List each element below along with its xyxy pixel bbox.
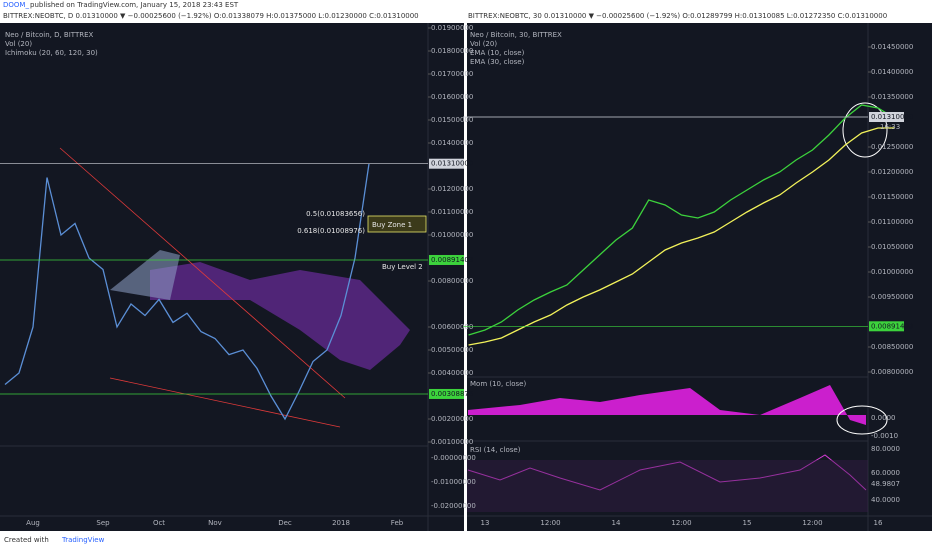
y-tick-label: 0.01200000: [871, 168, 913, 176]
x-tick-label: Nov: [208, 519, 222, 527]
pane-tick-label: 48.9807: [871, 480, 900, 488]
pane-tick-label: 80.0000: [871, 445, 900, 453]
y-tick-label: 0.00850000: [871, 343, 913, 351]
x-tick-label: 2018: [332, 519, 350, 527]
y-tick-label: 0.01400000: [431, 139, 473, 147]
legend-entry: Vol (20): [470, 40, 497, 48]
annotation: Buy Zone 1: [372, 221, 412, 229]
y-tick-label: 0.01200000: [431, 185, 473, 193]
y-tick-label: 0.01800000: [431, 47, 473, 55]
x-tick-label: Feb: [391, 519, 404, 527]
y-tick-label: 0.00400000: [431, 369, 473, 377]
published: published on TradingView.com, January 15…: [30, 1, 239, 9]
x-tick-label: 12:00: [802, 519, 822, 527]
price-level-label: 0.01310000: [431, 160, 473, 168]
y-tick-label: 0.01100000: [871, 218, 913, 226]
pane-tick-label: -0.02000000: [431, 502, 476, 510]
price-level-label: 0.00308876: [431, 390, 474, 398]
pane-tick-label: 0.0000: [871, 414, 896, 422]
pane-tick-label: 40.0000: [871, 496, 900, 504]
rsi-line: [467, 454, 867, 491]
pane-tick-label: 60.0000: [871, 469, 900, 477]
doodle-circle: [842, 102, 888, 158]
price-level-box: [429, 388, 464, 399]
y-tick-label: 0.00100000: [431, 438, 473, 446]
right-panel: [467, 23, 932, 531]
pane-tick-label: -0.01000000: [431, 478, 476, 486]
y-tick-label: 0.00800000: [431, 277, 473, 285]
pane-tick-label: -0.00000000: [431, 454, 476, 462]
y-tick-label: 0.00950000: [871, 293, 913, 301]
pane-label: RSI (14, close): [470, 446, 521, 454]
y-tick-label: 0.01450000: [871, 43, 913, 51]
y-tick-label: 0.01250000: [871, 143, 913, 151]
y-tick-label: 0.00200000: [431, 415, 473, 423]
y-tick-label: 0.01700000: [431, 70, 473, 78]
legend-entry: Vol (20): [5, 40, 32, 48]
price-line: [4, 163, 370, 421]
legend-entry: EMA (30, close): [470, 58, 525, 66]
momentum-area: [468, 385, 866, 425]
ichimoku-cloud: [150, 262, 410, 370]
y-tick-label: 0.01150000: [871, 193, 913, 201]
legend-title: Neo / Bitcoin, 30, BITTREX: [470, 31, 562, 39]
rsi-band: [467, 460, 868, 512]
x-tick-label: Aug: [26, 519, 40, 527]
y-tick-label: 0.01050000: [871, 243, 913, 251]
annotation: 0.618(0.01008976): [297, 227, 365, 235]
footer-brand[interactable]: TradingView: [61, 536, 105, 544]
legend-entry: EMA (10, close): [470, 49, 525, 57]
y-tick-label: 0.01400000: [871, 68, 913, 76]
y-tick-label: 0.01900000: [431, 24, 473, 32]
x-tick-label: 13: [481, 519, 490, 527]
price-level-label: 0.00891403: [431, 256, 473, 264]
countdown: 16:33: [880, 123, 900, 131]
price-level-label: 0.01310000: [871, 113, 913, 121]
price-level-box: [429, 158, 464, 169]
annotation: Buy Level 2: [382, 263, 423, 271]
ichimoku-cloud: [110, 250, 180, 300]
author[interactable]: DOOM_: [3, 1, 29, 9]
trend-line: [109, 377, 341, 428]
annotation: 0.5(0.01083656): [306, 210, 365, 218]
y-tick-label: 0.01600000: [431, 93, 473, 101]
left-info: BITTREX:NEOBTC, D 0.01310000 ▼ −0.000256…: [3, 12, 419, 20]
y-tick-label: 0.00600000: [431, 323, 473, 331]
y-tick-label: 0.01000000: [431, 231, 473, 239]
price-line: [468, 127, 895, 346]
price-level-box: [869, 321, 904, 332]
x-tick-label: 16: [874, 519, 883, 527]
buy-zone-box: [367, 215, 427, 233]
y-tick-label: 0.01100000: [431, 208, 473, 216]
right-info: BITTREX:NEOBTC, 30 0.01310000 ▼ −0.00025…: [468, 12, 887, 20]
x-tick-label: 12:00: [671, 519, 691, 527]
x-tick-label: 14: [612, 519, 621, 527]
x-tick-label: Dec: [278, 519, 292, 527]
price-level-box: [429, 254, 464, 265]
y-tick-label: 0.00500000: [431, 346, 473, 354]
x-tick-label: Sep: [96, 519, 110, 527]
y-tick-label: 0.01500000: [431, 116, 473, 124]
pane-tick-label: -0.0010: [871, 432, 898, 440]
y-tick-label: 0.01350000: [871, 93, 913, 101]
price-line: [468, 104, 895, 336]
doodle-circle: [836, 405, 888, 435]
price-level-label: 0.00891403: [871, 322, 913, 330]
y-tick-label: 0.00800000: [871, 368, 913, 376]
x-tick-label: Oct: [153, 519, 165, 527]
pane-label: Mom (10, close): [470, 380, 526, 388]
trend-line: [59, 147, 346, 399]
price-level-box: [869, 112, 904, 122]
legend-title: Neo / Bitcoin, D, BITTREX: [5, 31, 94, 39]
x-tick-label: 15: [743, 519, 752, 527]
legend-entry: Ichimoku (20, 60, 120, 30): [5, 49, 98, 57]
footer-created: Created with: [4, 536, 49, 544]
x-tick-label: 12:00: [540, 519, 560, 527]
y-tick-label: 0.01000000: [871, 268, 913, 276]
